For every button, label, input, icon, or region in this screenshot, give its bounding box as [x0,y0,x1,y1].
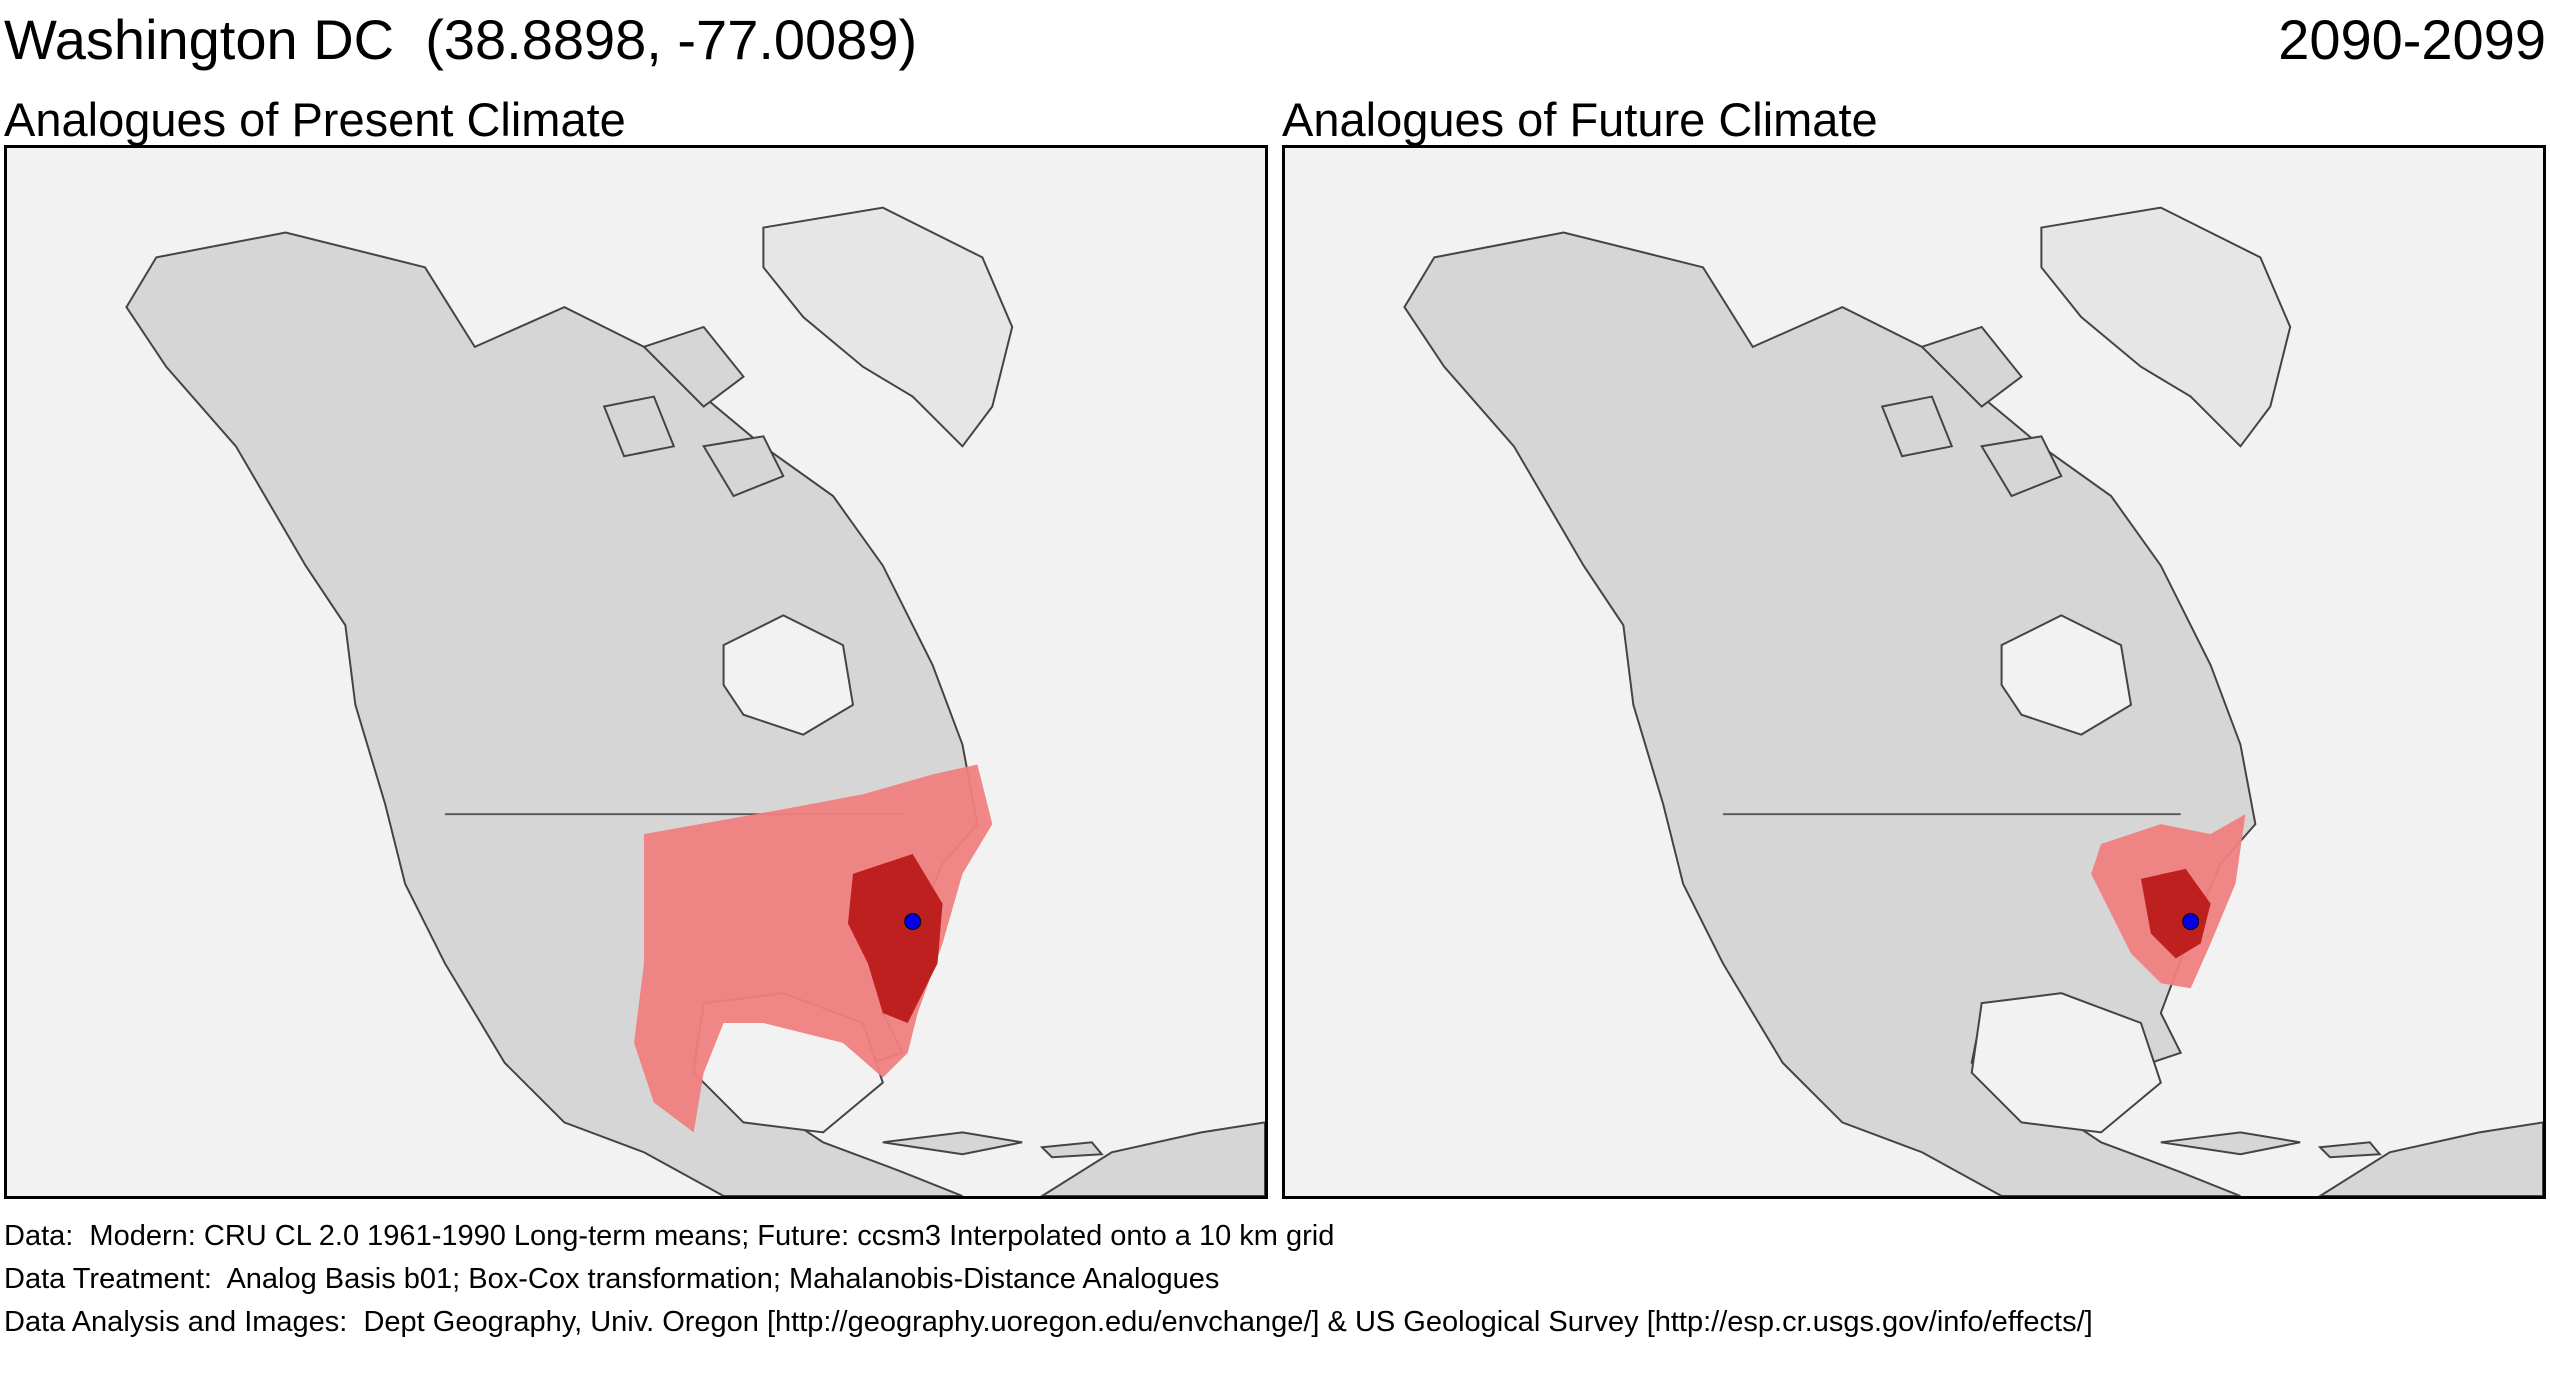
location-title: Washington DC (38.8898, -77.0089) [4,8,918,71]
south-america [2318,1121,2543,1196]
future-panel-title: Analogues of Future Climate [1282,93,1878,146]
present-map-svg [7,148,1265,1196]
greenland [2040,206,2292,448]
caribbean-islands [882,1131,1104,1159]
hudson-bay [722,614,855,736]
greenland [762,206,1014,448]
present-analogue-dark-region [847,853,943,1023]
period-label: 2090-2099 [2278,8,2546,71]
data-source-note: Data: Modern: CRU CL 2.0 1961-1990 Long-… [4,1220,1335,1252]
future-map-svg [1285,148,2543,1196]
present-analogue-light-region [634,764,993,1133]
gulf-of-mexico [1970,992,2162,1134]
hudson-bay [2000,614,2133,736]
present-panel-title: Analogues of Present Climate [4,93,626,146]
data-analysis-note: Data Analysis and Images: Dept Geography… [4,1306,2093,1338]
south-america [1040,1121,1265,1196]
future-target-marker [2182,913,2200,931]
present-target-marker [904,913,922,931]
future-climate-map [1282,145,2546,1199]
data-treatment-note: Data Treatment: Analog Basis b01; Box-Co… [4,1263,1220,1295]
present-climate-map [4,145,1268,1199]
caribbean-islands [2160,1131,2382,1159]
arctic-islands [1880,325,2063,498]
future-analogue-dark-region [2140,868,2211,959]
arctic-islands [602,325,785,498]
